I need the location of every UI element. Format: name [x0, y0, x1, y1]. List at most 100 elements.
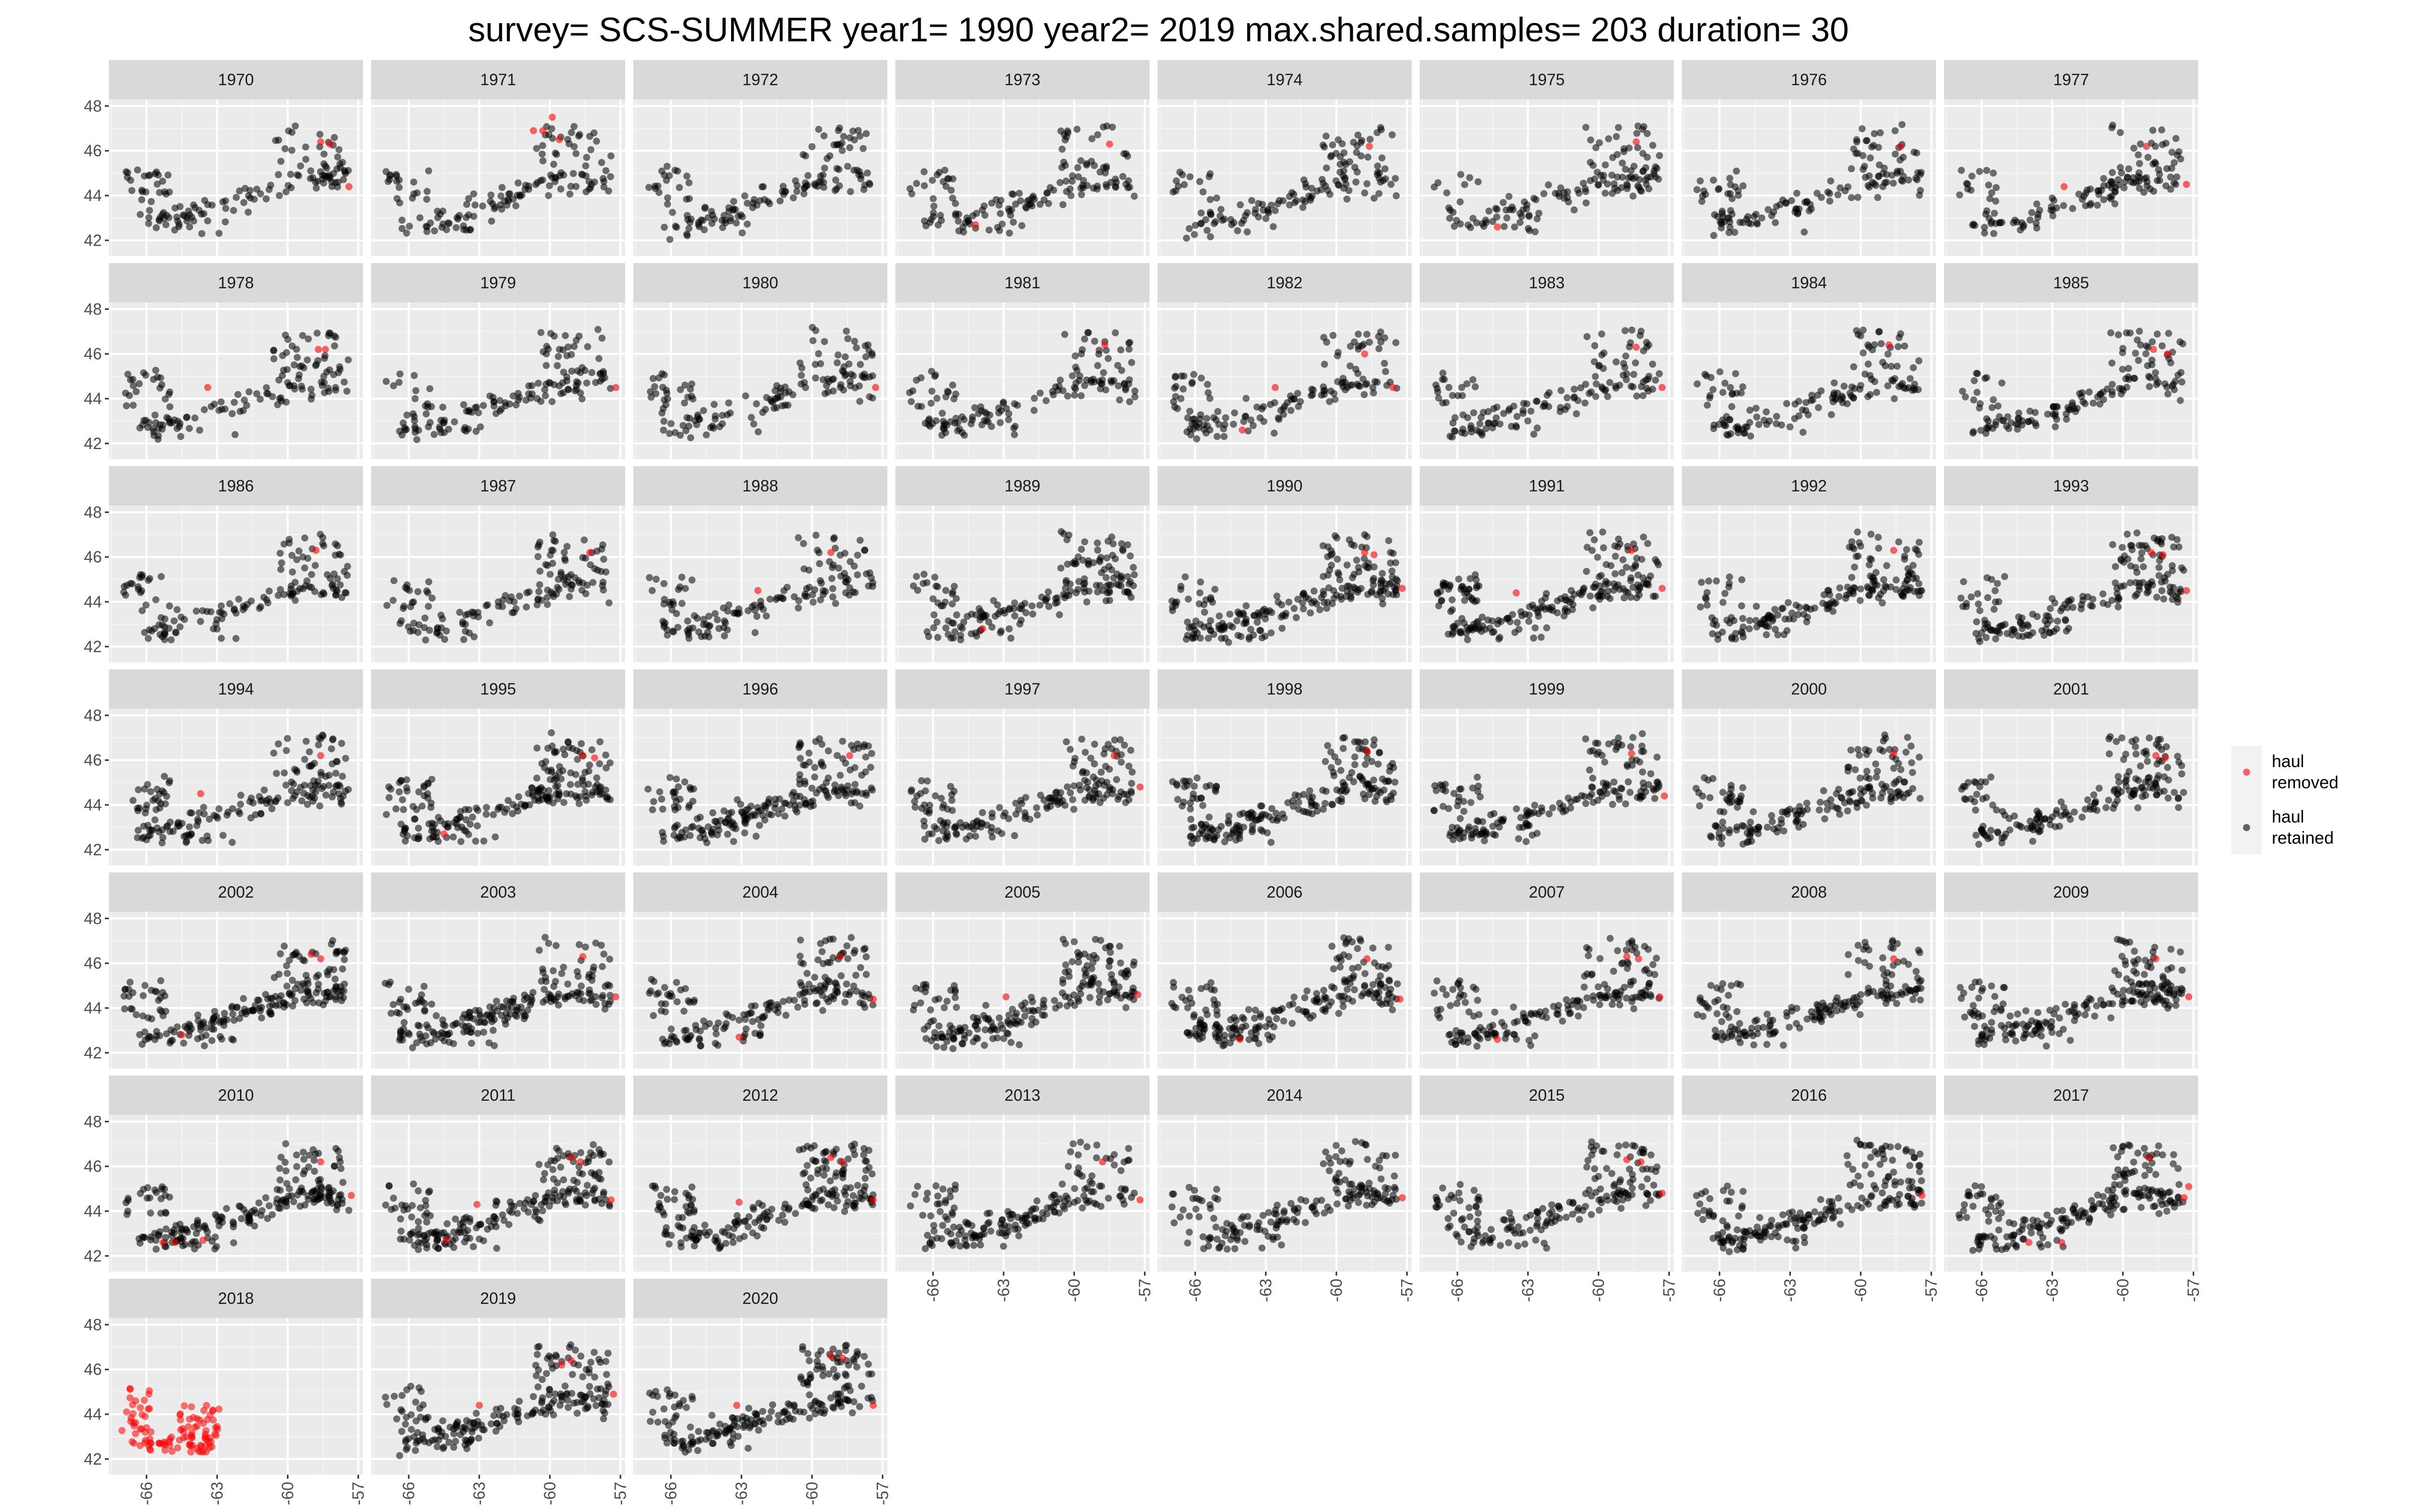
- point-haul-retained: [1906, 375, 1914, 383]
- facet-panel-1987: 1987: [371, 466, 625, 662]
- point-haul-retained: [1216, 612, 1223, 620]
- point-haul-retained: [303, 577, 311, 585]
- point-haul-retained: [645, 183, 652, 191]
- point-haul-retained: [1302, 183, 1310, 191]
- point-haul-retained: [1697, 177, 1704, 184]
- point-haul-retained: [1204, 635, 1212, 642]
- point-haul-retained: [1819, 599, 1827, 607]
- point-haul-retained: [1329, 332, 1337, 339]
- point-haul-retained: [534, 787, 541, 794]
- point-haul-retained: [333, 758, 341, 765]
- point-haul-retained: [412, 387, 419, 395]
- point-haul-retained: [1726, 416, 1733, 423]
- point-haul-retained: [1475, 625, 1482, 633]
- point-haul-retained: [1901, 342, 1908, 350]
- point-haul-retained: [705, 633, 712, 641]
- point-haul-retained: [857, 537, 864, 544]
- point-haul-retained: [800, 190, 808, 198]
- point-haul-retained: [1213, 194, 1221, 202]
- point-haul-retained: [425, 578, 433, 586]
- point-haul-retained: [491, 205, 498, 213]
- point-haul-retained: [2116, 164, 2124, 171]
- point-haul-retained: [1967, 593, 1975, 601]
- facet-strip-label: 1989: [1004, 477, 1040, 495]
- point-haul-retained: [396, 779, 403, 786]
- point-haul-retained: [1981, 616, 1988, 624]
- point-haul-retained: [955, 211, 962, 218]
- point-haul-retained: [1064, 392, 1071, 400]
- point-haul-retained: [838, 147, 846, 154]
- point-haul-retained: [1986, 195, 1993, 203]
- point-haul-retained: [164, 171, 172, 179]
- point-haul-retained: [502, 399, 509, 407]
- point-haul-retained: [567, 182, 575, 190]
- point-haul-removed: [1512, 589, 1520, 597]
- point-haul-retained: [1647, 572, 1654, 580]
- point-haul-retained: [959, 223, 967, 231]
- point-haul-retained: [1103, 164, 1110, 172]
- point-haul-retained: [464, 610, 472, 618]
- point-haul-retained: [395, 788, 403, 796]
- point-haul-retained: [689, 797, 697, 805]
- point-haul-retained: [1489, 218, 1496, 225]
- point-haul-retained: [1962, 393, 1969, 401]
- point-haul-retained: [850, 588, 857, 596]
- point-haul-retained: [2069, 402, 2076, 409]
- point-haul-retained: [1534, 606, 1541, 614]
- point-haul-retained: [1857, 585, 1864, 593]
- point-haul-retained: [1599, 528, 1606, 536]
- point-haul-retained: [1094, 546, 1102, 554]
- point-haul-retained: [479, 202, 487, 210]
- point-haul-retained: [1913, 149, 1920, 157]
- point-haul-retained: [835, 564, 842, 572]
- point-haul-retained: [276, 549, 284, 557]
- point-haul-retained: [711, 215, 718, 223]
- point-haul-retained: [583, 379, 590, 387]
- point-haul-retained: [1633, 130, 1641, 137]
- point-haul-retained: [546, 182, 553, 190]
- point-haul-retained: [659, 805, 667, 813]
- point-haul-retained: [1230, 219, 1238, 226]
- point-haul-retained: [2178, 378, 2186, 386]
- point-haul-retained: [1108, 533, 1115, 541]
- point-haul-retained: [126, 392, 133, 399]
- point-haul-retained: [395, 183, 403, 191]
- point-haul-retained: [424, 187, 431, 195]
- point-haul-retained: [2036, 207, 2043, 214]
- point-haul-retained: [1771, 606, 1779, 613]
- point-haul-retained: [589, 579, 596, 586]
- point-haul-retained: [1094, 362, 1102, 369]
- point-haul-retained: [2165, 330, 2172, 337]
- point-haul-retained: [215, 805, 223, 812]
- point-haul-retained: [804, 172, 812, 179]
- point-haul-retained: [402, 825, 409, 832]
- point-haul-retained: [465, 806, 472, 813]
- point-haul-retained: [462, 620, 469, 628]
- point-haul-retained: [669, 209, 676, 216]
- point-haul-retained: [2107, 178, 2114, 185]
- point-haul-retained: [1272, 207, 1279, 214]
- point-haul-retained: [595, 355, 602, 362]
- point-haul-retained: [999, 400, 1007, 407]
- point-haul-retained: [650, 798, 657, 805]
- point-haul-retained: [866, 180, 874, 188]
- point-haul-retained: [649, 806, 656, 813]
- facet-strip: [371, 263, 625, 302]
- gridlines: [1944, 99, 2198, 256]
- point-haul-retained: [1493, 213, 1500, 221]
- point-haul-retained: [1212, 218, 1219, 225]
- point-haul-retained: [289, 568, 296, 576]
- point-haul-retained: [1074, 164, 1081, 171]
- point-haul-retained: [339, 792, 347, 800]
- point-haul-retained: [1863, 137, 1870, 144]
- point-haul-retained: [1635, 571, 1642, 579]
- point-haul-retained: [1077, 350, 1085, 357]
- point-haul-retained: [1011, 431, 1018, 438]
- point-haul-retained: [543, 594, 551, 601]
- point-haul-retained: [1267, 629, 1275, 637]
- point-haul-retained: [1203, 415, 1211, 422]
- point-haul-retained: [666, 430, 674, 437]
- point-haul-retained: [596, 370, 603, 377]
- point-haul-retained: [1012, 201, 1019, 208]
- point-haul-retained: [1913, 575, 1920, 582]
